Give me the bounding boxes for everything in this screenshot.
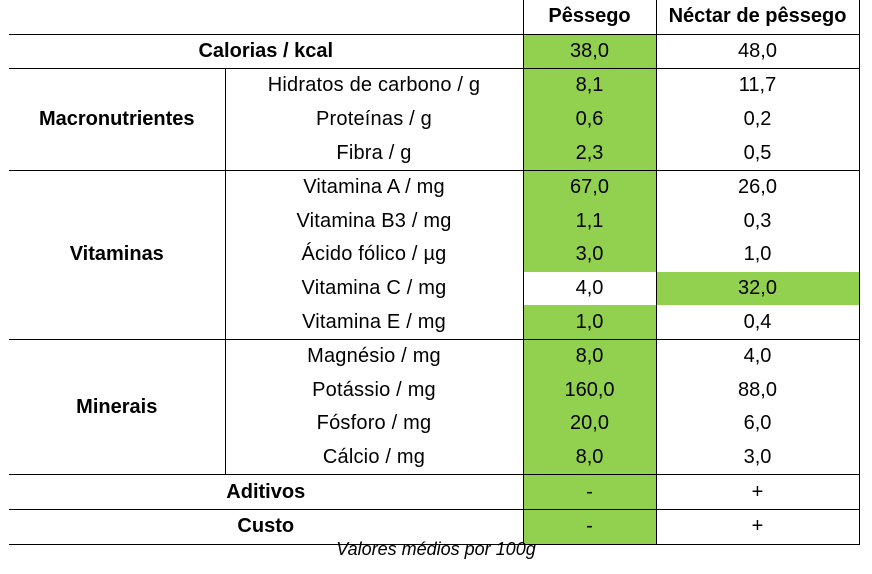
value-nectar: 0,4	[655, 305, 860, 340]
aditivos-label: Aditivos	[9, 474, 523, 510]
group-macronutrientes: Macronutrientes	[9, 68, 225, 171]
value-nectar: 1,0	[655, 238, 860, 272]
value-pessego: 8,0	[522, 440, 656, 475]
calorias-pessego: 38,0	[522, 33, 656, 69]
row-label: Ácido fólico / µg	[224, 238, 523, 272]
table-row: Fósforo / mg 20,0 6,0	[9, 407, 860, 441]
row-label: Fósforo / mg	[224, 407, 523, 441]
header-empty-cell	[225, 0, 523, 34]
table-row: Vitaminas Vitamina A / mg 67,0 26,0	[9, 169, 860, 340]
custo-label: Custo	[9, 508, 523, 545]
value-pessego: 160,0	[522, 373, 656, 408]
row-label: Potássio / mg	[224, 373, 523, 408]
aditivos-pessego: -	[522, 474, 656, 510]
row-label: Cálcio / mg	[224, 440, 523, 475]
row-label: Vitamina C / mg	[224, 271, 523, 306]
custo-pessego: -	[522, 508, 656, 545]
calorias-nectar: 48,0	[655, 33, 860, 69]
value-nectar: 88,0	[655, 373, 860, 408]
value-nectar: 11,7	[655, 68, 860, 103]
nutrition-comparison-table: Pêssego Néctar de pêssego Calorias / kca…	[9, 0, 860, 545]
row-label: Hidratos de carbono / g	[224, 68, 523, 103]
value-nectar: 32,0	[655, 271, 860, 306]
value-pessego: 1,0	[522, 305, 656, 340]
value-pessego: 0,6	[522, 102, 656, 137]
value-nectar: 26,0	[655, 169, 860, 205]
row-label: Vitamina B3 / mg	[224, 204, 523, 239]
row-label: Proteínas / g	[224, 102, 523, 137]
table-row: Fibra / g 2,3 0,5	[9, 136, 860, 171]
value-nectar: 4,0	[655, 338, 860, 374]
aditivos-row: Aditivos - +	[9, 474, 860, 510]
row-label: Vitamina E / mg	[224, 305, 523, 340]
value-pessego: 20,0	[522, 407, 656, 441]
value-nectar: 0,2	[655, 102, 860, 137]
value-nectar: 0,3	[655, 204, 860, 239]
group-minerais: Minerais	[9, 338, 225, 475]
row-label: Vitamina A / mg	[224, 169, 523, 205]
value-pessego: 8,1	[522, 68, 656, 103]
row-label: Fibra / g	[224, 136, 523, 171]
table-row: Cálcio / mg 8,0 3,0	[9, 440, 860, 475]
value-nectar: 3,0	[655, 440, 860, 475]
table-row: Minerais Magnésio / mg 8,0 4,0	[9, 338, 860, 475]
header-nectar: Néctar de pêssego	[655, 0, 860, 35]
calorias-label: Calorias / kcal	[9, 33, 523, 69]
group-vitaminas: Vitaminas	[9, 169, 225, 340]
table-row: Vitamina C / mg 4,0 32,0	[9, 271, 860, 306]
table-row: Potássio / mg 160,0 88,0	[9, 373, 860, 408]
row-label: Magnésio / mg	[224, 338, 523, 374]
value-pessego: 8,0	[522, 338, 656, 374]
value-pessego: 3,0	[522, 238, 656, 272]
table-row: Vitamina B3 / mg 1,1 0,3	[9, 204, 860, 239]
value-nectar: 6,0	[655, 407, 860, 441]
header-empty-cell	[9, 0, 225, 34]
value-pessego: 2,3	[522, 136, 656, 171]
table-row: Proteínas / g 0,6 0,2	[9, 102, 860, 137]
footnote: Valores médios por 100g	[336, 539, 536, 559]
calorias-row: Calorias / kcal 38,0 48,0	[9, 33, 860, 69]
value-pessego: 4,0	[522, 271, 656, 306]
custo-row: Custo - +	[9, 508, 860, 545]
table-row: Macronutrientes Hidratos de carbono / g …	[9, 68, 860, 171]
value-pessego: 67,0	[522, 169, 656, 205]
table-row: Ácido fólico / µg 3,0 1,0	[9, 238, 860, 272]
value-nectar: 0,5	[655, 136, 860, 171]
value-pessego: 1,1	[522, 204, 656, 239]
custo-nectar: +	[655, 508, 860, 545]
table-row: Vitamina E / mg 1,0 0,4	[9, 305, 860, 340]
header-row: Pêssego Néctar de pêssego	[9, 0, 860, 35]
aditivos-nectar: +	[655, 474, 860, 510]
header-pessego: Pêssego	[522, 0, 656, 35]
